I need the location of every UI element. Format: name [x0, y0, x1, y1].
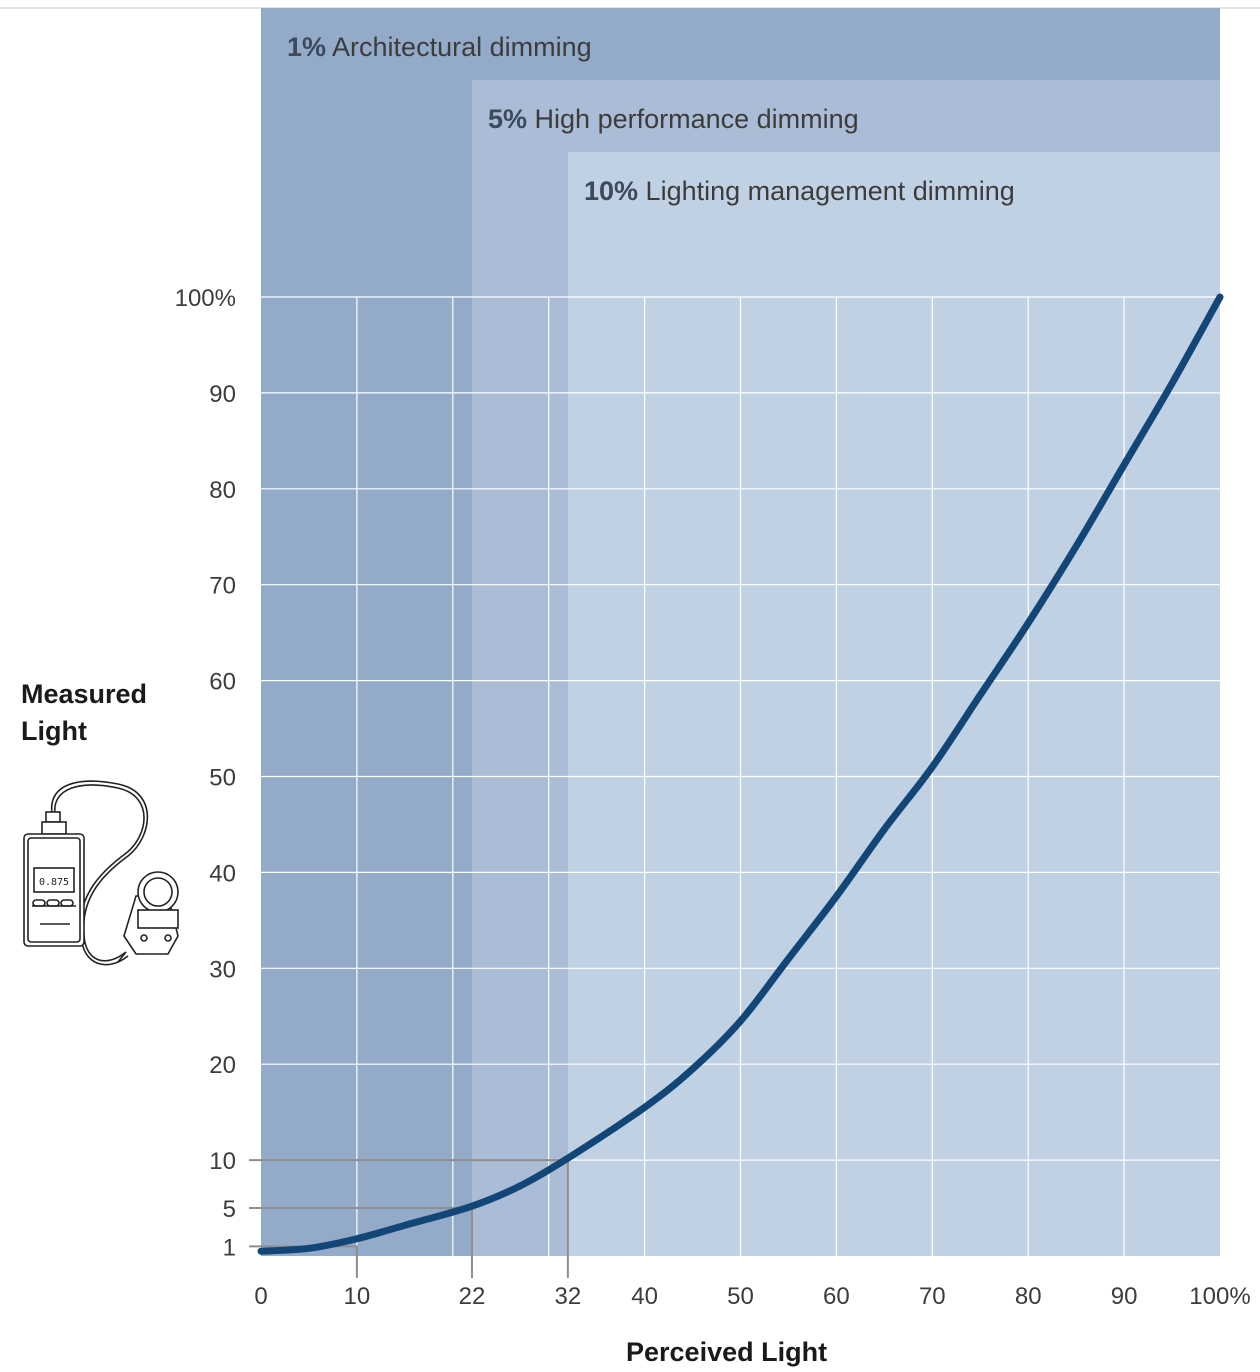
y-tick-label: 10 [209, 1148, 236, 1175]
y-tick-label: 100% [175, 285, 236, 312]
y-tick-label: 20 [209, 1052, 236, 1079]
y-tick-label: 5 [223, 1196, 236, 1223]
dimming-band-3 [567, 152, 1220, 1256]
x-tick-label: 32 [555, 1283, 582, 1310]
y-tick-label: 90 [209, 381, 236, 408]
x-tick-label: 10 [344, 1283, 371, 1310]
x-tick-label: 0 [254, 1283, 267, 1310]
dimming-band-pct: 1% [287, 32, 326, 62]
measured-vs-perceived-curve [257, 293, 1224, 1255]
y-tick-label: 50 [209, 765, 236, 792]
x-tick-label: 50 [727, 1283, 754, 1310]
x-tick-label: 70 [919, 1283, 946, 1310]
y-tick-label: 30 [209, 956, 236, 983]
meter-readout: 0.875 [39, 877, 69, 888]
x-tick-label: 80 [1015, 1283, 1042, 1310]
dimming-band-label-2: 5% High performance dimming [488, 104, 859, 134]
x-tick-label: 40 [631, 1283, 658, 1310]
dimming-band-label-1: 1% Architectural dimming [287, 32, 592, 62]
perceived-light-label: Perceived Light [626, 1337, 828, 1367]
y-tick-label: 80 [209, 477, 236, 504]
dimming-band-name: High performance dimming [527, 104, 859, 134]
y-tick-label: 40 [209, 860, 236, 887]
dimming-band-pct: 5% [488, 104, 527, 134]
x-tick-label: 90 [1111, 1283, 1138, 1310]
measured-light-label: Measured Light [21, 676, 147, 750]
measured-light-label-line2: Light [21, 716, 87, 746]
measured-light-label-line1: Measured [21, 679, 148, 709]
dimming-band-pct: 10% [584, 176, 638, 206]
dimming-band-label-3: 10% Lighting management dimming [584, 176, 1015, 206]
y-tick-label: 1 [223, 1234, 236, 1261]
dimming-band-name: Architectural dimming [326, 32, 592, 62]
y-tick-label: 70 [209, 573, 236, 600]
x-tick-label: 100% [1189, 1283, 1250, 1310]
guide-line [249, 1245, 358, 1278]
x-tick-label: 60 [823, 1283, 850, 1310]
y-tick-label: 60 [209, 669, 236, 696]
dimming-band-name: Lighting management dimming [638, 176, 1015, 206]
light-meter-icon: 0.875 [18, 776, 198, 991]
x-tick-label: 22 [459, 1283, 486, 1310]
